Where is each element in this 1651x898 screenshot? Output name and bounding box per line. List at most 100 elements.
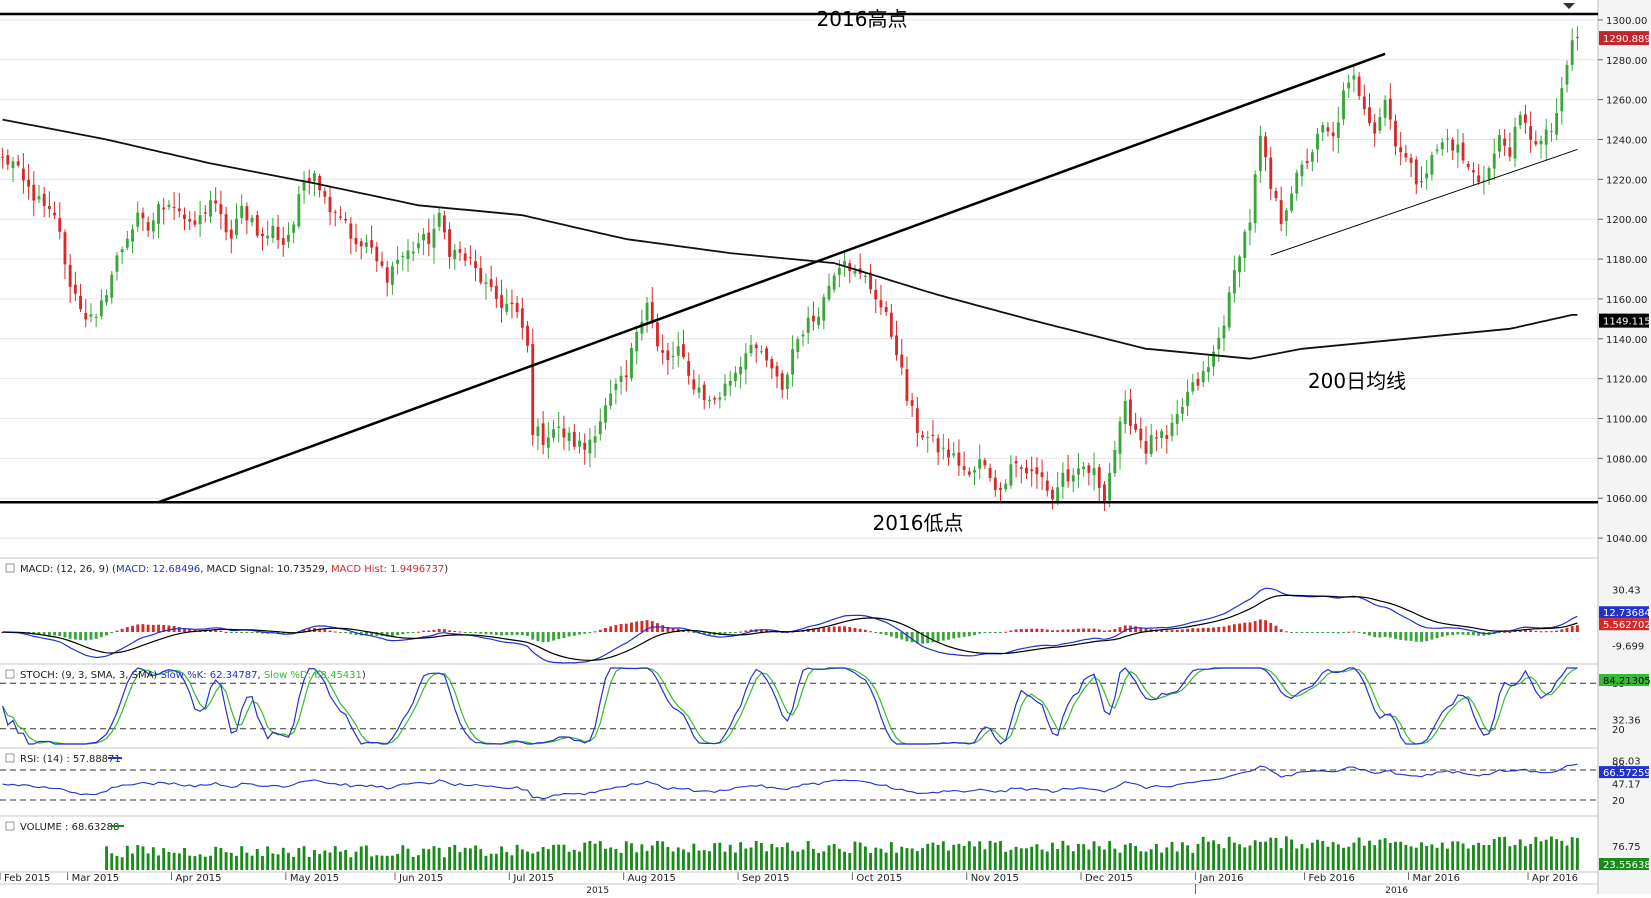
candle: [635, 328, 639, 365]
candle-body: [593, 436, 597, 443]
macd-hist-bar: [318, 628, 322, 632]
candle-body: [411, 251, 415, 254]
candle-body: [785, 374, 789, 390]
stoch-close-icon[interactable]: [5, 669, 15, 679]
macd-hist-bar: [1420, 632, 1423, 642]
volume-bar: [775, 847, 779, 870]
candle: [1549, 123, 1553, 143]
chevron-down-icon[interactable]: [1563, 3, 1575, 9]
volume-bar: [1139, 851, 1143, 870]
volume-bar: [188, 855, 192, 870]
volume-bar: [437, 847, 441, 870]
volume-bar: [1212, 840, 1216, 870]
candle: [572, 423, 576, 450]
candle: [1331, 121, 1335, 152]
candle-body: [432, 228, 436, 248]
volume-bar: [1295, 848, 1299, 870]
candle: [983, 457, 987, 469]
volume-bar: [224, 852, 228, 870]
candle-body: [1440, 142, 1444, 150]
candle: [905, 356, 909, 406]
volume-bar: [287, 852, 290, 870]
macd-close-icon[interactable]: [5, 563, 15, 573]
candle-body: [671, 355, 675, 358]
price-tick-label: 1140.00: [1606, 335, 1647, 346]
macd-hist-bar: [848, 627, 852, 632]
macd-hist-bar: [1430, 632, 1434, 640]
volume-bar: [780, 847, 784, 870]
macd-hist-bar: [702, 632, 706, 635]
candle: [588, 427, 592, 468]
stoch-tick-label: 20: [1612, 725, 1625, 736]
volume-bar: [1342, 847, 1345, 870]
macd-hist-bar: [1186, 628, 1190, 632]
candle-body: [739, 366, 743, 375]
volume-bar: [281, 847, 285, 870]
candle-body: [791, 349, 795, 375]
volume-bar: [442, 857, 446, 870]
volume-bar: [255, 848, 259, 870]
candle-body: [770, 359, 774, 369]
candle-body: [328, 196, 332, 213]
candle: [463, 247, 467, 267]
macd-hist-bar: [1180, 629, 1184, 632]
candle-body: [1575, 36, 1579, 39]
volume-bar: [614, 848, 618, 870]
volume-bar: [250, 855, 254, 870]
candle-body: [68, 264, 72, 287]
candle: [546, 421, 550, 459]
volume-bar: [1191, 852, 1195, 870]
volume-close-icon[interactable]: [5, 821, 15, 831]
macd-hist-bar: [136, 624, 140, 632]
volume-bar: [115, 856, 119, 870]
candle-body: [1456, 144, 1460, 153]
macd-hist-bar: [1331, 632, 1335, 634]
macd-hist-bar: [900, 632, 904, 640]
macd-hist-bar: [396, 632, 400, 636]
volume-bar: [1056, 849, 1060, 870]
candle-body: [650, 302, 654, 324]
rsi-close-icon[interactable]: [5, 753, 15, 763]
macd-hist-bar: [432, 629, 436, 632]
volume-bar: [1482, 845, 1486, 870]
candle: [1019, 464, 1023, 484]
candle: [1144, 426, 1148, 465]
candle-body: [364, 242, 368, 247]
macd-hist-bar: [1077, 628, 1080, 632]
volume-bar: [1316, 839, 1319, 870]
volume-bar: [682, 849, 685, 870]
candle: [1212, 345, 1216, 376]
candle-body: [884, 306, 888, 313]
candle-body: [895, 335, 898, 356]
candle: [406, 239, 410, 273]
candle: [536, 418, 540, 451]
macd-hist-bar: [157, 624, 160, 632]
macd-hist-bar: [105, 632, 108, 636]
macd-hist-bar: [1336, 632, 1340, 634]
volume-bar: [848, 853, 852, 870]
macd-hist-bar: [422, 630, 426, 632]
candle: [1, 147, 5, 169]
macd-hist-bar: [370, 632, 374, 636]
candle: [468, 245, 472, 265]
candle: [645, 296, 649, 333]
macd-hist-bar: [224, 631, 228, 633]
candle: [172, 192, 176, 221]
candle: [1336, 106, 1340, 154]
candle: [58, 202, 62, 240]
stoch-value-label: 84.21305: [1603, 676, 1651, 687]
candle-body: [338, 216, 342, 218]
main-price-panel: [0, 12, 1598, 512]
month-label: Jul 2015: [512, 873, 554, 884]
candle-body: [120, 249, 124, 253]
volume-bar: [1513, 844, 1517, 870]
volume-bar: [1019, 848, 1023, 870]
candle-body: [422, 233, 426, 241]
macd-title-text: MACD: (12, 26, 9) (: [20, 564, 116, 575]
candle: [1316, 127, 1319, 163]
volume-bar: [193, 856, 197, 870]
candle-body: [110, 274, 114, 298]
candle: [37, 184, 41, 204]
